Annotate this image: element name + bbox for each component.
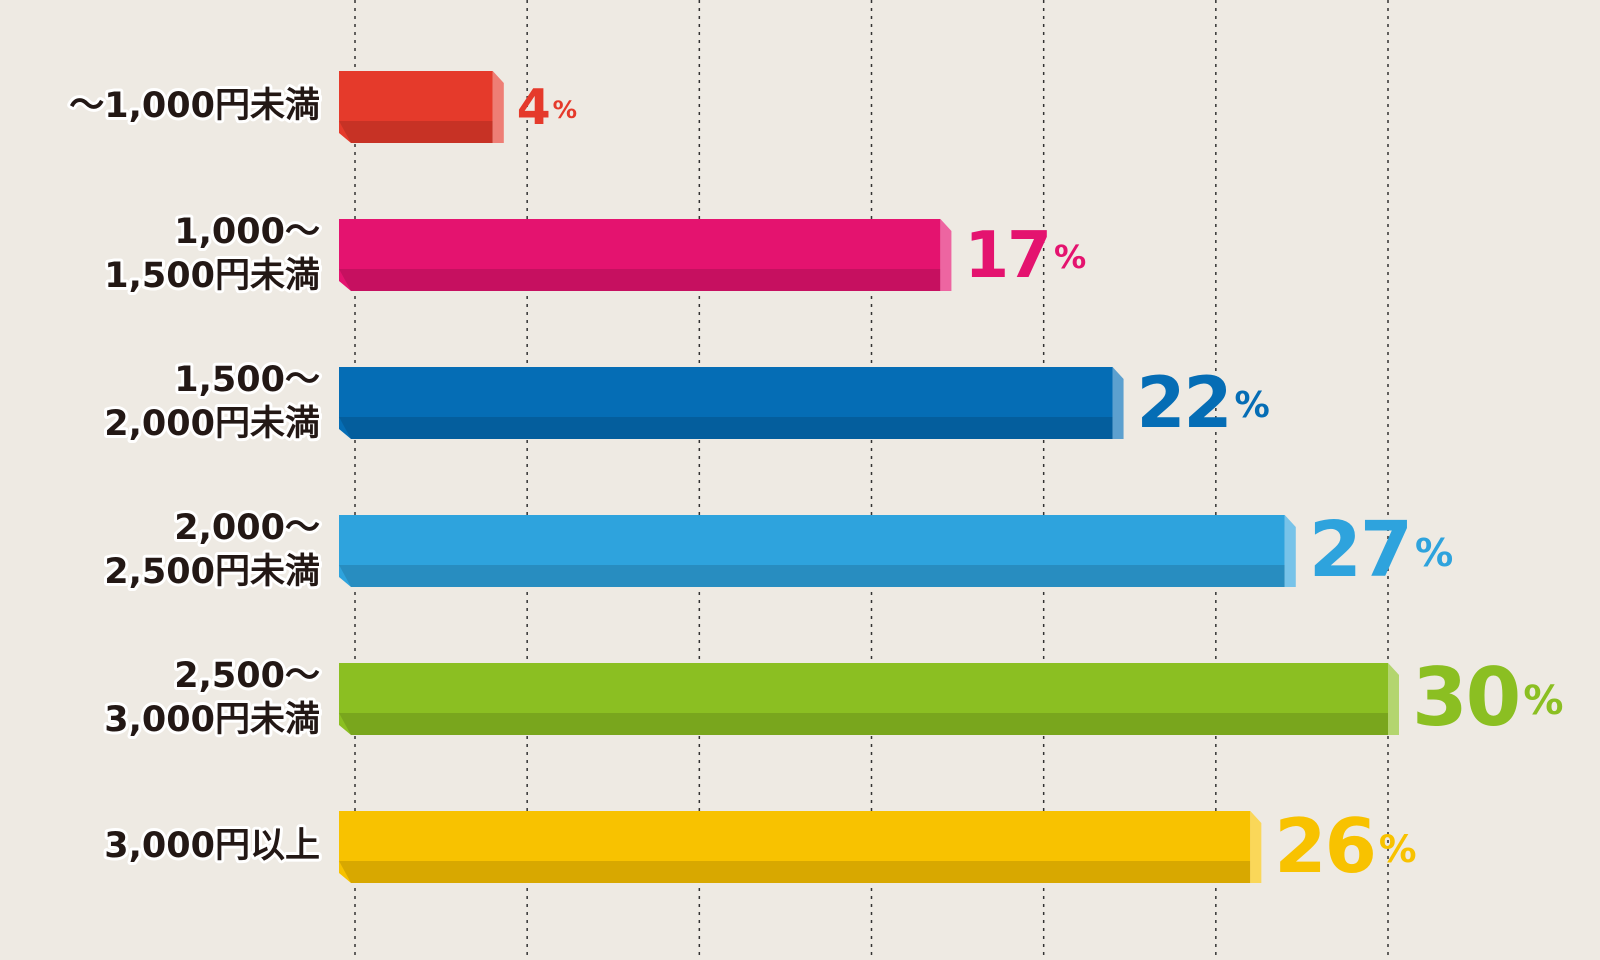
bar-end-light [492,71,504,143]
category-label: 1,500円未満 [104,256,320,296]
category-label: 3,000円未満 [104,700,320,740]
value-label: 30% [1412,651,1562,744]
bar-cut [339,577,351,587]
category-label: 2,500円未満 [104,552,320,592]
bar-end-light [1112,367,1124,439]
bar-end-light [1284,515,1296,587]
bar-shade [339,565,1285,587]
bar-cut [339,873,351,883]
value-label: 26% [1274,802,1416,890]
bar [339,71,493,143]
bar-cut [339,281,351,291]
category-label: 1,000～ [174,212,320,252]
bar-end-light [940,219,952,291]
bar-end [1250,811,1262,883]
bar-end-light [1250,811,1262,883]
category-label: 2,000円未満 [104,404,320,444]
category-label: 2,500～ [174,656,320,696]
bar [339,811,1251,883]
bar [339,367,1113,439]
bar-cut [339,725,351,735]
bar-end [1112,367,1124,439]
bar [339,515,1285,587]
value-label: 4% [517,79,577,136]
bar [339,219,941,291]
bar-end [492,71,504,143]
bar-end [1388,663,1399,735]
bar-shade [339,269,941,291]
category-label: 3,000円以上 [104,826,320,866]
bar-shade [339,417,1113,439]
category-label: 1,500～ [174,360,320,400]
value-label: 22% [1137,362,1270,444]
bar-end [1284,515,1296,587]
bar-cut [339,429,351,439]
bar-shade [339,121,493,143]
value-label: 27% [1309,506,1453,595]
category-label: 2,000～ [174,508,320,548]
bar-end [940,219,952,291]
bar-shade [339,861,1251,883]
bar-end-light [1388,663,1399,735]
bar [339,663,1388,735]
value-label: 17% [964,218,1086,293]
bar-cut [339,133,351,143]
bar-shade [339,713,1388,735]
category-label: ～1,000円未満 [69,86,320,126]
